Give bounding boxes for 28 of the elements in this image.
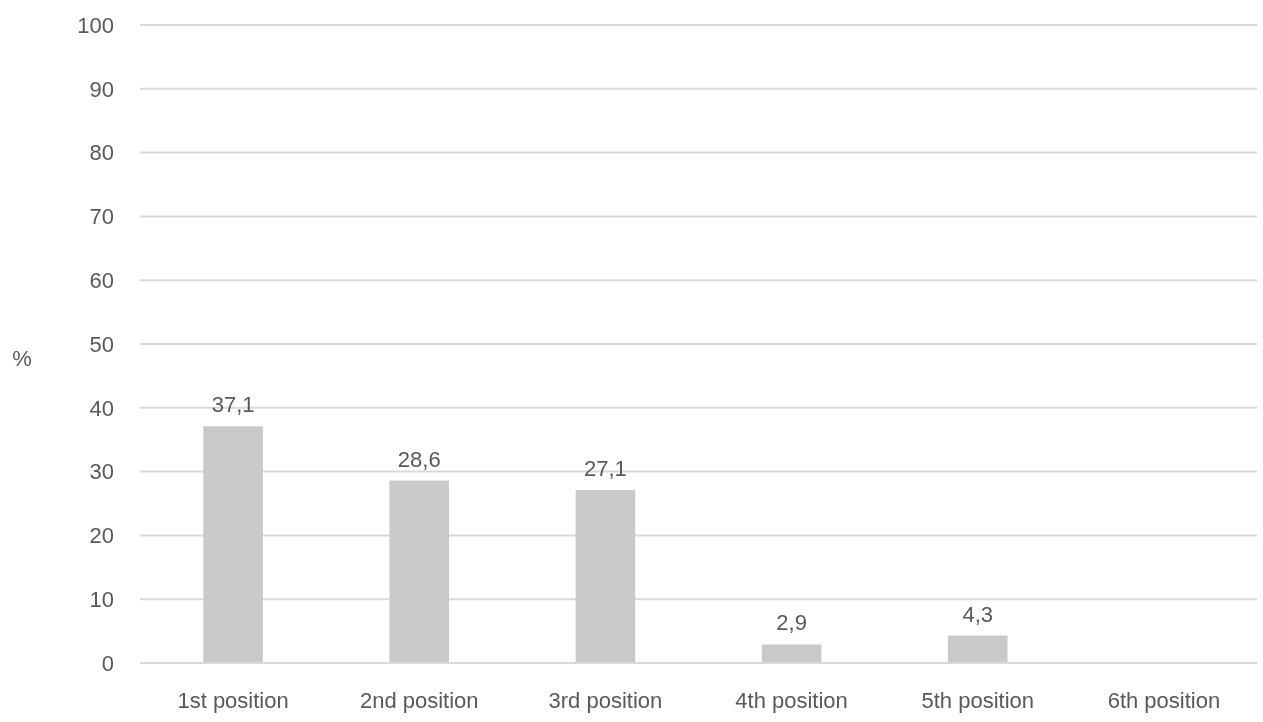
bar [203,426,263,663]
x-tick-label: 5th position [921,688,1035,713]
x-tick-label: 2nd position [359,688,479,713]
bar [947,635,1008,663]
x-tick-label: 6th position [1107,688,1221,713]
y-tick-label: 30 [89,459,114,485]
y-tick-label: 60 [89,267,114,293]
data-label: 37,1 [211,392,255,418]
y-tick-label: 90 [89,76,114,102]
y-tick-label: 70 [89,204,114,230]
bar [575,490,636,663]
x-tick-label: 3rd position [548,688,663,713]
data-label: 4,3 [962,601,994,627]
y-tick-label: 20 [89,523,114,549]
x-tick-label: 1st position [177,688,289,713]
y-tick-label: 0 [101,650,114,676]
y-tick-label: 50 [89,331,114,357]
bar [761,644,822,663]
data-label: 2,9 [776,610,807,636]
y-axis-title: % [12,345,32,371]
y-tick-label: 40 [89,395,114,421]
y-tick-label: 10 [89,586,114,612]
data-label: 27,1 [584,456,627,482]
bar [389,480,450,663]
data-label: 28,6 [397,446,441,472]
y-tick-label: 80 [89,140,114,166]
x-tick-label: 4th position [735,688,848,713]
y-tick-label: 100 [77,12,114,38]
